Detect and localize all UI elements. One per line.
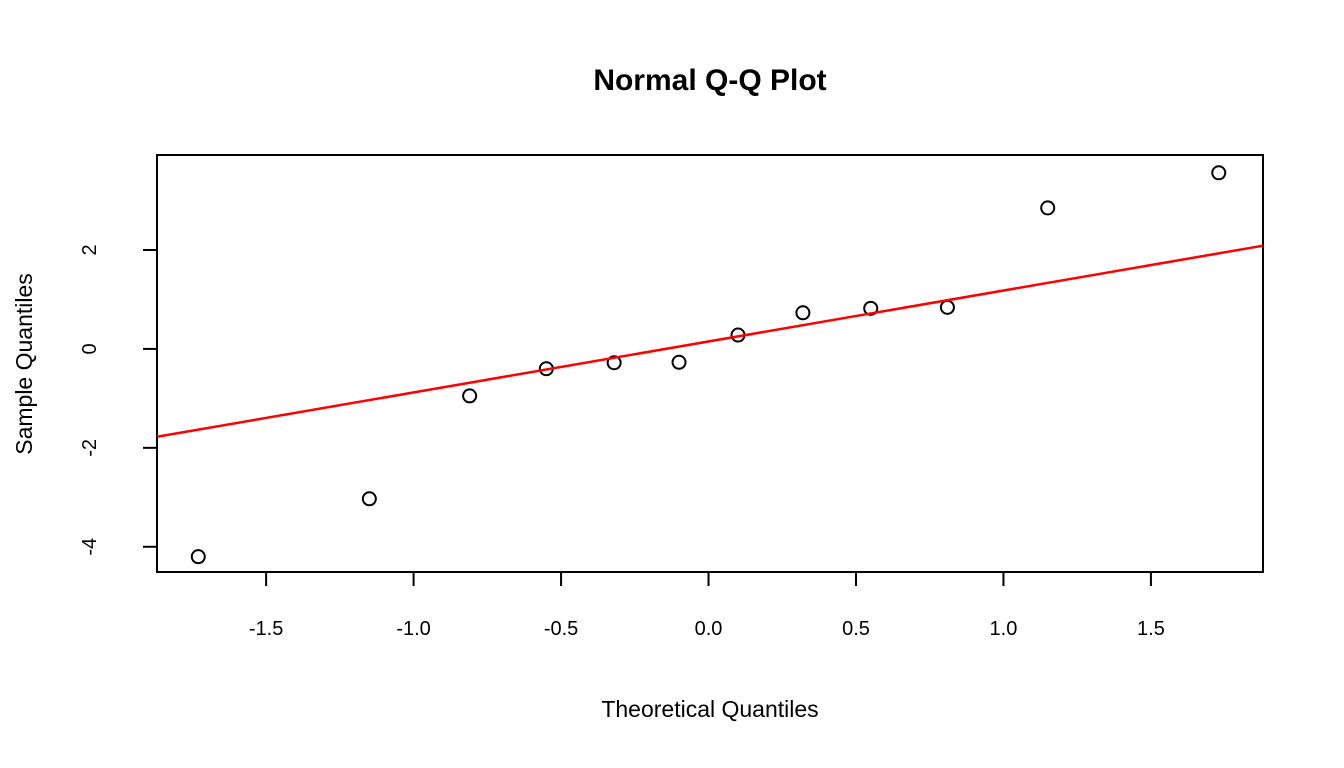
data-point xyxy=(462,388,478,404)
plot-title: Normal Q-Q Plot xyxy=(593,64,826,97)
data-point xyxy=(1040,200,1056,216)
y-tick-label: 2 xyxy=(79,244,101,255)
data-point xyxy=(190,549,206,565)
data-point xyxy=(671,354,687,370)
data-point xyxy=(606,355,622,371)
qq-line xyxy=(156,244,1264,438)
x-tick-label: -0.5 xyxy=(544,618,578,640)
series-layer xyxy=(156,165,1264,565)
y-tick-label: -2 xyxy=(79,439,101,457)
x-tick-label: 1.0 xyxy=(990,618,1018,640)
data-point xyxy=(939,299,955,315)
x-tick-label: 1.5 xyxy=(1137,618,1165,640)
x-axis: -1.5 -1.0 -0.5 0.0 0.5 1.0 1.5 xyxy=(249,572,1165,640)
x-tick-label: -1.0 xyxy=(396,618,430,640)
scatter-series xyxy=(190,165,1227,565)
data-point xyxy=(795,305,811,321)
y-axis: -4 -2 0 2 xyxy=(79,244,157,556)
x-tick-label: -1.5 xyxy=(249,618,283,640)
y-tick-label: 0 xyxy=(79,343,101,354)
x-tick-label: 0.0 xyxy=(695,618,723,640)
plot-box xyxy=(156,154,1264,573)
x-tick-label: 0.5 xyxy=(842,618,870,640)
x-axis-label: Theoretical Quantiles xyxy=(601,696,818,722)
y-axis-label: Sample Quantiles xyxy=(11,273,37,455)
data-point xyxy=(863,300,879,316)
data-point xyxy=(1211,165,1227,181)
data-point xyxy=(361,491,377,507)
y-tick-label: -4 xyxy=(79,538,101,556)
